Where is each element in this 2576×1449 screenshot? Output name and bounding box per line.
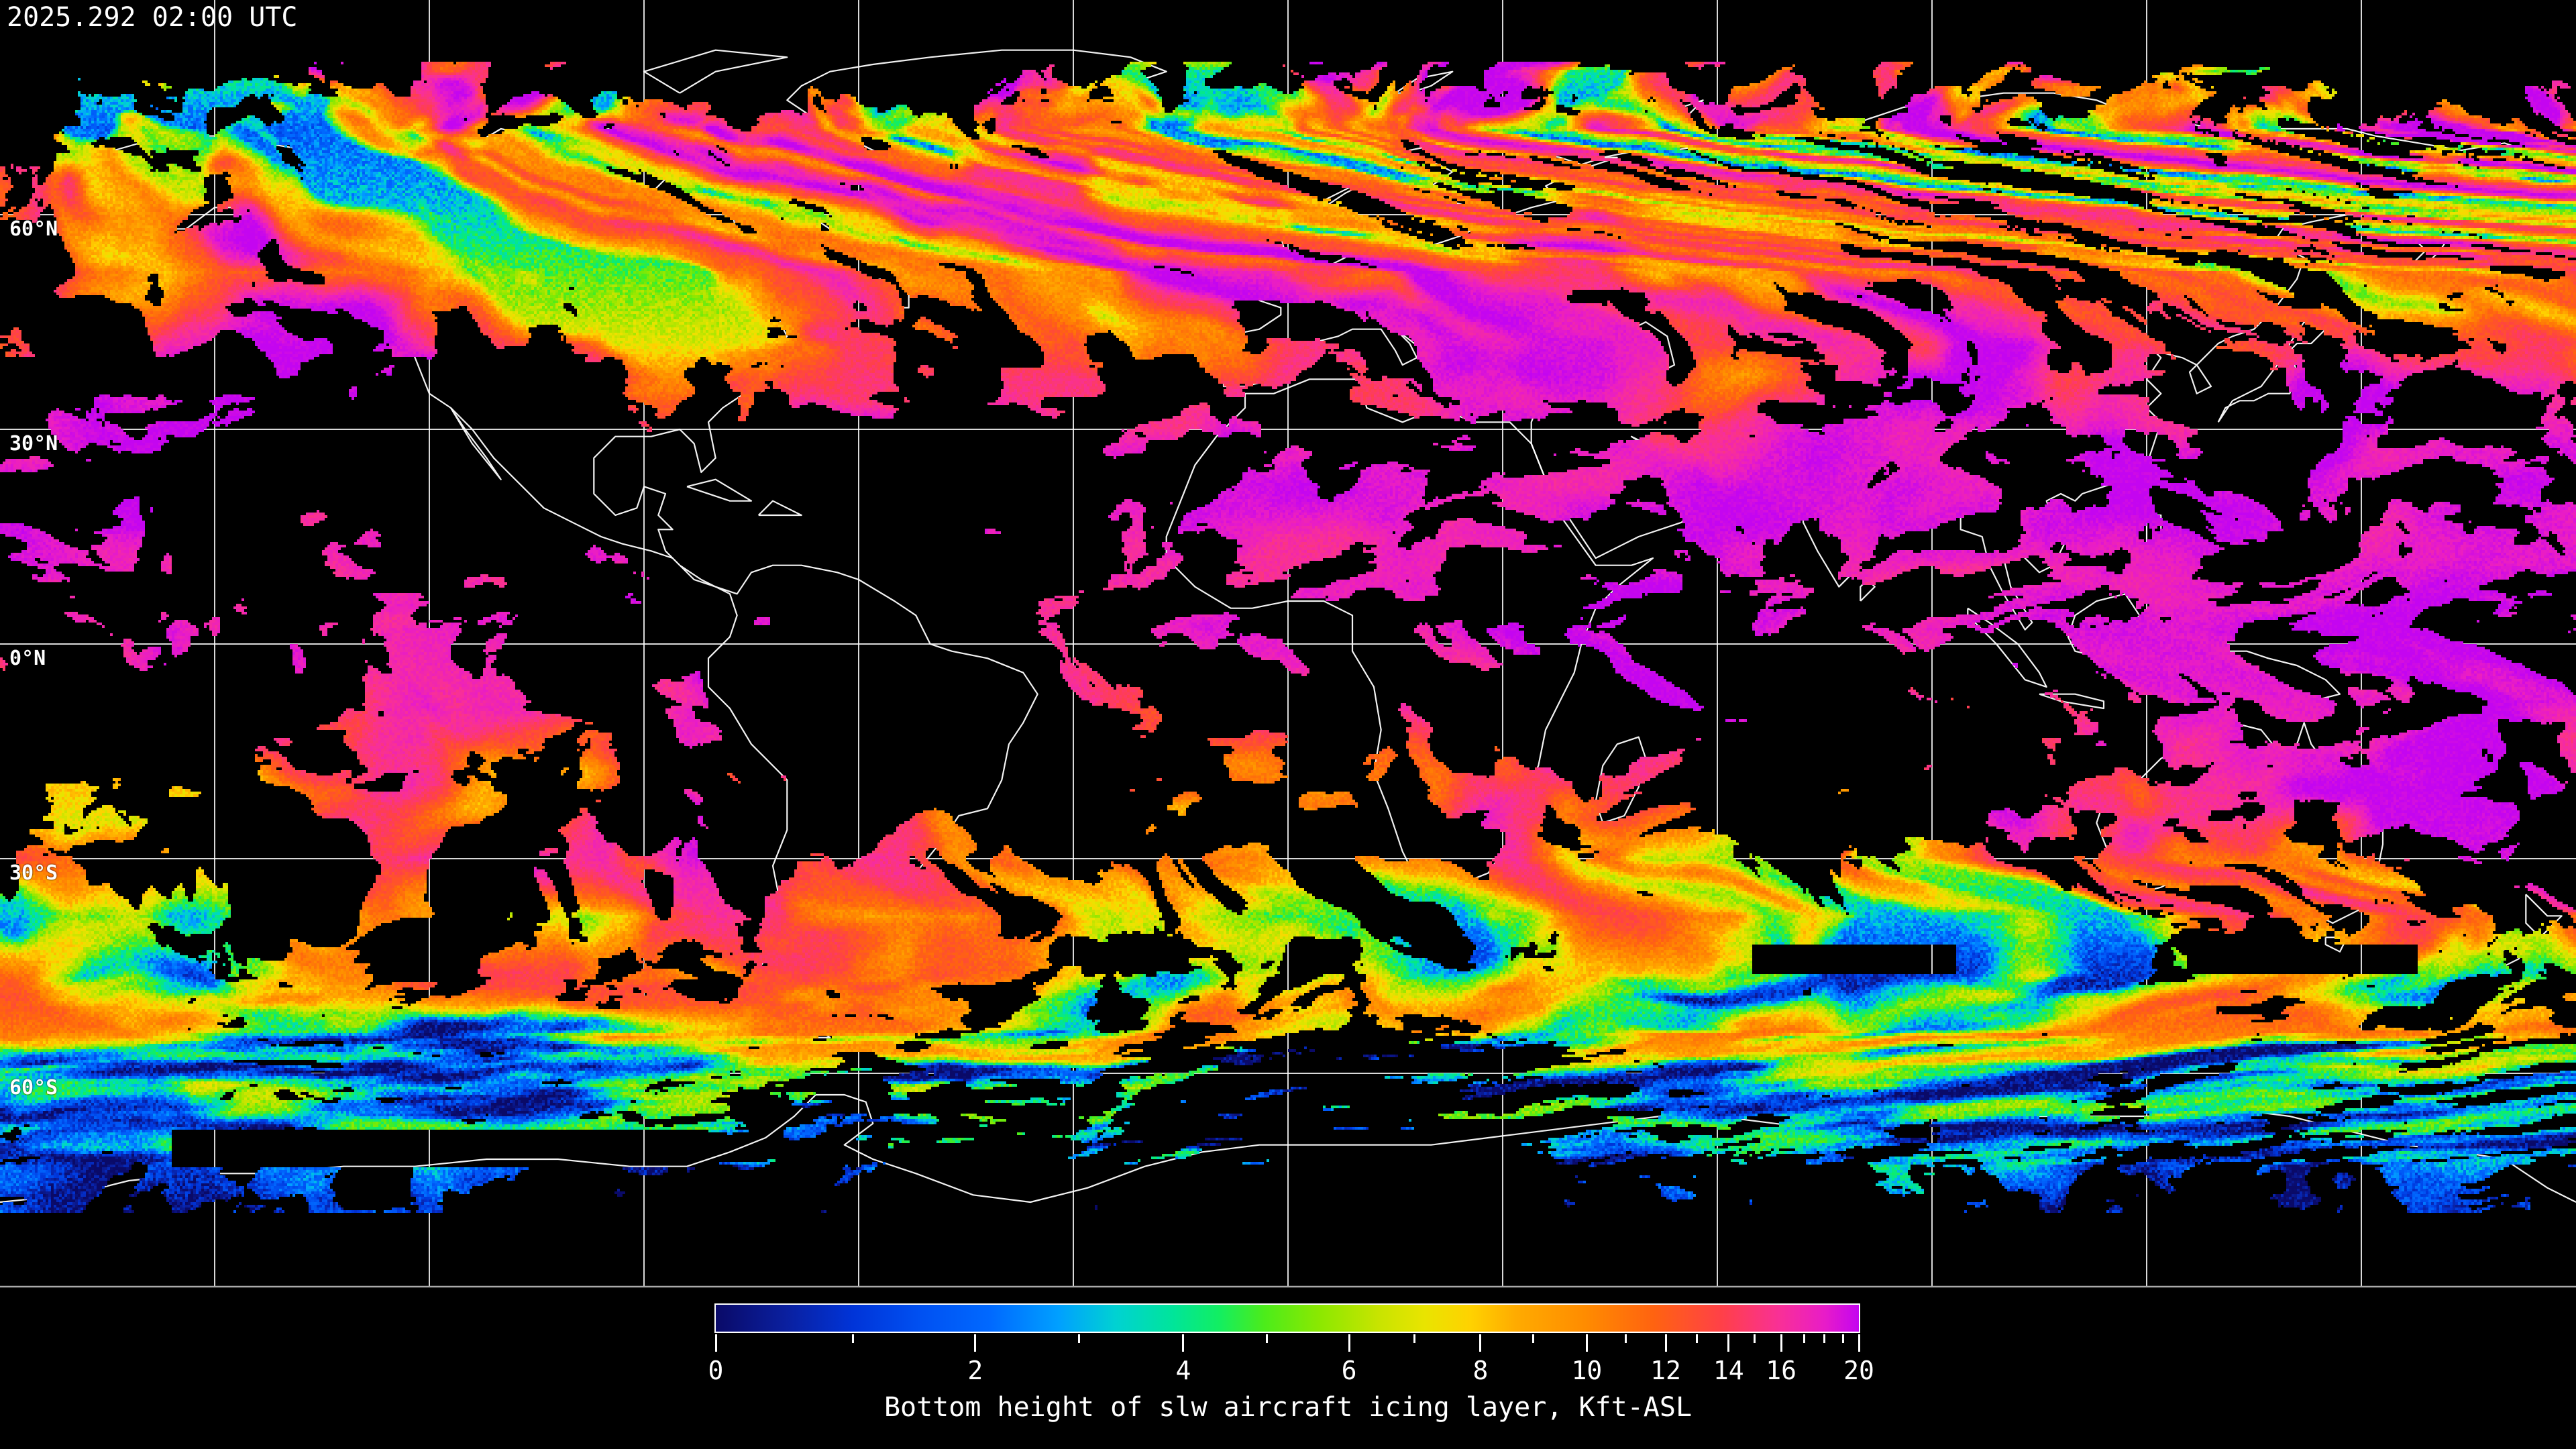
lat-label-60S: 60°S (9, 1076, 58, 1099)
colorbar-tick-5 (1265, 1334, 1268, 1343)
colorbar-tick-label-16: 16 (1766, 1356, 1797, 1385)
colorbar-tick-label-6: 6 (1341, 1356, 1357, 1385)
icing-data-layer (0, 0, 2576, 1288)
colorbar-title: Bottom height of slw aircraft icing laye… (883, 1392, 1693, 1423)
colorbar-gradient (714, 1303, 1860, 1333)
colorbar-tick-2 (974, 1334, 977, 1352)
colorbar-tick-11 (1624, 1334, 1627, 1343)
colorbar-tick-4 (1182, 1334, 1185, 1352)
colorbar-tick-label-2: 2 (967, 1356, 983, 1385)
colorbar-tick-label-10: 10 (1571, 1356, 1603, 1385)
timestamp-label: 2025.292 02:00 UTC (7, 2, 298, 33)
colorbar-tick-1 (851, 1334, 854, 1343)
colorbar-tick-14 (1727, 1334, 1730, 1352)
colorbar-tick-label-4: 4 (1175, 1356, 1191, 1385)
colorbar-tick-8 (1479, 1334, 1482, 1352)
world-map: 2025.292 02:00 UTC 60°N 30°N 0°N 30°S 60°S (0, 0, 2576, 1288)
colorbar-tick-20 (1858, 1334, 1860, 1352)
lat-label-30S: 30°S (9, 861, 58, 885)
colorbar-tick-17 (1803, 1334, 1805, 1343)
colorbar-tick-label-14: 14 (1713, 1356, 1744, 1385)
colorbar-tick-label-8: 8 (1472, 1356, 1489, 1385)
lat-label-0N: 0°N (9, 647, 46, 670)
colorbar-tick-16 (1780, 1334, 1782, 1352)
colorbar-tick-label-12: 12 (1650, 1356, 1681, 1385)
colorbar-tick-15 (1754, 1334, 1756, 1343)
colorbar-tick-9 (1532, 1334, 1534, 1343)
lat-label-30N: 30°N (9, 432, 58, 455)
colorbar-tick-12 (1664, 1334, 1667, 1352)
colorbar-tick-18 (1823, 1334, 1826, 1343)
colorbar-tick-13 (1695, 1334, 1698, 1343)
colorbar-tick-3 (1078, 1334, 1081, 1343)
colorbar-tick-label-0: 0 (708, 1356, 724, 1385)
lat-label-60N: 60°N (9, 217, 58, 241)
colorbar-tick-0 (714, 1334, 717, 1352)
colorbar-tick-19 (1841, 1334, 1844, 1343)
colorbar-tick-7 (1413, 1334, 1415, 1343)
colorbar-tick-label-20: 20 (1843, 1356, 1874, 1385)
colorbar-tick-6 (1348, 1334, 1350, 1352)
colorbar-tick-10 (1585, 1334, 1588, 1352)
